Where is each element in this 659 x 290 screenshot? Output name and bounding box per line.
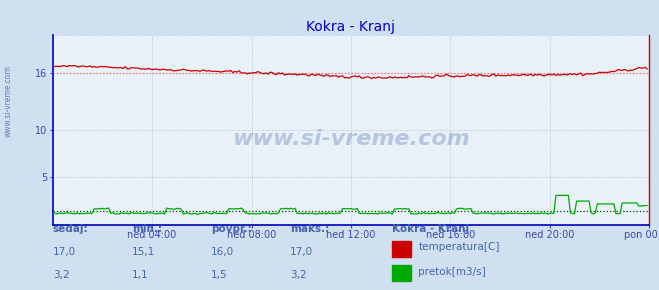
Text: temperatura[C]: temperatura[C]	[418, 242, 500, 252]
Text: 3,2: 3,2	[290, 270, 306, 280]
Text: sedaj:: sedaj:	[53, 224, 88, 234]
Text: 16,0: 16,0	[211, 247, 234, 257]
Text: 17,0: 17,0	[290, 247, 313, 257]
Text: 1,5: 1,5	[211, 270, 227, 280]
Text: maks.:: maks.:	[290, 224, 330, 234]
Text: 3,2: 3,2	[53, 270, 69, 280]
Text: min.:: min.:	[132, 224, 162, 234]
Text: pretok[m3/s]: pretok[m3/s]	[418, 267, 486, 277]
Text: www.si-vreme.com: www.si-vreme.com	[232, 129, 470, 149]
Text: Kokra - Kranj: Kokra - Kranj	[392, 224, 469, 234]
Text: 15,1: 15,1	[132, 247, 155, 257]
Title: Kokra - Kranj: Kokra - Kranj	[306, 20, 395, 34]
Text: 17,0: 17,0	[53, 247, 76, 257]
Text: povpr.:: povpr.:	[211, 224, 252, 234]
Text: www.si-vreme.com: www.si-vreme.com	[3, 66, 13, 137]
Text: 1,1: 1,1	[132, 270, 148, 280]
